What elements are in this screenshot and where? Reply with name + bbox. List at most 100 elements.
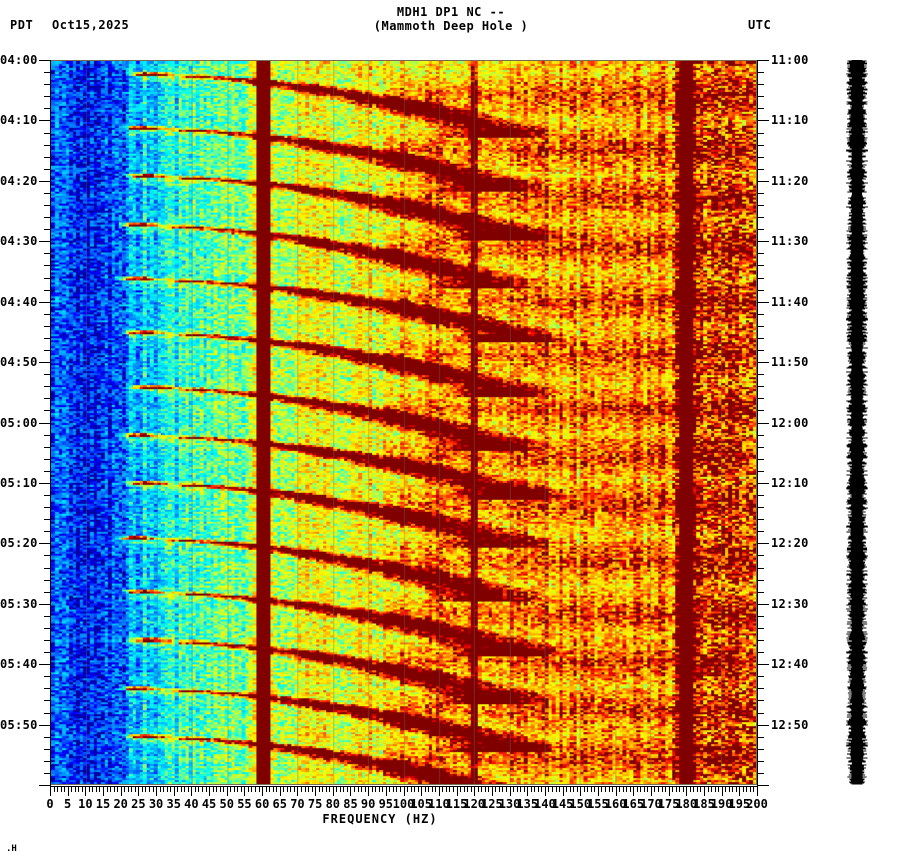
y-tick-minor-left: [44, 265, 50, 266]
x-tick-minor: [135, 787, 136, 792]
x-tick-minor: [361, 787, 362, 792]
x-tick-minor: [428, 787, 429, 792]
x-tick-minor: [131, 787, 132, 792]
x-tick-minor: [541, 787, 542, 792]
x-tick-minor: [570, 787, 571, 792]
y-tick-minor-left: [44, 169, 50, 170]
y-tick-minor-right: [758, 326, 764, 327]
y-tick-minor-right: [758, 700, 764, 701]
y-tick-minor-left: [44, 205, 50, 206]
y-axis-left-label: 04:20: [0, 173, 38, 188]
y-tick-minor-right: [758, 350, 764, 351]
x-tick-minor: [234, 787, 235, 792]
x-tick-major: [563, 787, 564, 796]
y-axis-left-label: 04:40: [0, 294, 38, 309]
x-tick-minor: [637, 787, 638, 792]
y-tick-minor-left: [44, 713, 50, 714]
x-tick-minor: [662, 787, 663, 792]
x-tick-major: [138, 787, 139, 796]
x-tick-minor: [517, 787, 518, 792]
x-tick-minor: [340, 787, 341, 792]
x-tick-minor: [559, 787, 560, 792]
x-tick-major: [280, 787, 281, 796]
x-tick-minor: [358, 787, 359, 792]
x-axis-label: 130: [498, 797, 521, 811]
y-tick-minor-right: [758, 72, 764, 73]
y-tick-minor-left: [44, 471, 50, 472]
x-axis-label: 20: [113, 797, 128, 811]
x-tick-minor: [326, 787, 327, 792]
x-tick-minor: [584, 787, 585, 792]
x-tick-minor: [626, 787, 627, 792]
x-axis-label: 110: [428, 797, 450, 811]
y-tick-major-right: [758, 423, 769, 424]
x-tick-minor: [57, 787, 58, 792]
y-tick-minor-right: [758, 580, 764, 581]
y-tick-major-left: [39, 362, 50, 363]
x-tick-minor: [266, 787, 267, 792]
x-axis-label: 105: [410, 797, 433, 811]
x-tick-minor: [471, 787, 472, 792]
x-tick-major: [651, 787, 652, 796]
waveform-trace-strip: [845, 60, 875, 785]
y-axis-left-line: [50, 60, 51, 786]
x-tick-minor: [524, 787, 525, 792]
y-tick-major-right: [758, 483, 769, 484]
y-tick-major-left: [39, 120, 50, 121]
timezone-label-right: UTC: [748, 18, 772, 32]
x-axis-label: 100: [392, 797, 415, 811]
x-tick-minor: [697, 787, 698, 792]
x-tick-minor: [481, 787, 482, 792]
y-tick-major-right: [758, 120, 769, 121]
x-tick-minor: [411, 787, 412, 792]
x-axis-label: 60: [254, 797, 270, 811]
y-tick-minor-right: [758, 398, 764, 399]
y-tick-minor-right: [758, 519, 764, 520]
y-tick-minor-right: [758, 290, 764, 291]
y-tick-minor-left: [44, 229, 50, 230]
x-tick-minor: [400, 787, 401, 792]
x-tick-minor: [216, 787, 217, 792]
x-tick-major: [174, 787, 175, 796]
y-tick-major-left: [39, 604, 50, 605]
spectrogram-plot-area[interactable]: [50, 60, 757, 785]
x-axis-label: 155: [587, 797, 609, 811]
y-tick-minor-right: [758, 205, 764, 206]
x-tick-major: [121, 787, 122, 796]
y-tick-major-left: [39, 181, 50, 182]
y-tick-minor-right: [758, 410, 764, 411]
x-axis-label: 190: [710, 797, 733, 811]
y-tick-minor-left: [44, 519, 50, 520]
x-tick-minor: [149, 787, 150, 792]
x-tick-minor: [372, 787, 373, 792]
x-tick-minor: [71, 787, 72, 792]
y-tick-minor-right: [758, 96, 764, 97]
x-tick-minor: [393, 787, 394, 792]
date-label: Oct15,2025: [52, 18, 130, 32]
x-axis-label: 200: [746, 797, 768, 811]
y-tick-minor-right: [758, 108, 764, 109]
x-tick-minor: [255, 787, 256, 792]
y-tick-minor-right: [758, 531, 764, 532]
x-tick-minor: [230, 787, 231, 792]
spectrogram-image: [51, 61, 756, 784]
x-axis-label: 95: [378, 797, 394, 811]
y-tick-minor-left: [44, 290, 50, 291]
corner-artifact-mark: .H: [6, 844, 17, 854]
x-tick-major: [669, 787, 670, 796]
x-tick-minor: [672, 787, 673, 792]
x-tick-minor: [495, 787, 496, 792]
x-tick-minor: [99, 787, 100, 792]
y-tick-minor-right: [758, 652, 764, 653]
y-axis-right-label: 11:20: [771, 173, 809, 188]
x-tick-major: [315, 787, 316, 796]
y-tick-minor-left: [44, 495, 50, 496]
x-tick-minor: [609, 787, 610, 792]
x-axis-label: 90: [360, 797, 376, 811]
x-tick-major: [386, 787, 387, 796]
x-tick-minor: [732, 787, 733, 792]
x-tick-minor: [181, 787, 182, 792]
x-tick-minor: [460, 787, 461, 792]
y-tick-major-left: [39, 725, 50, 726]
y-axis-right-label: 11:50: [771, 355, 809, 370]
